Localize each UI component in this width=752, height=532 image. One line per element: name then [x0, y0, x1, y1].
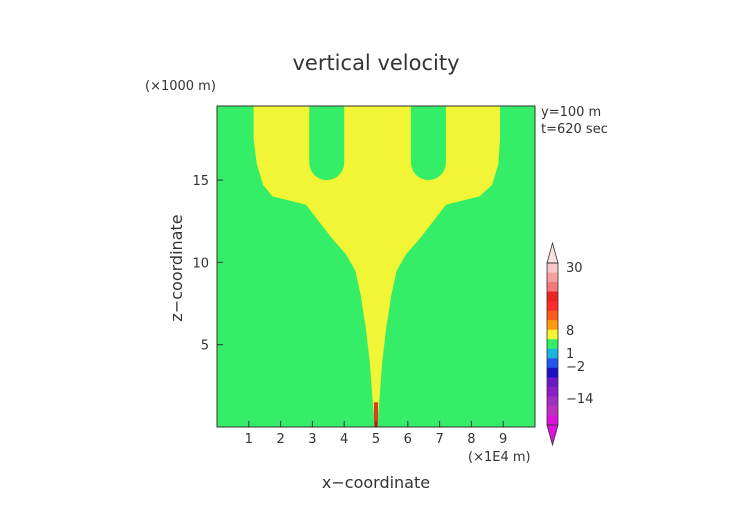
colorbar-band — [547, 348, 558, 359]
x-axis-ticks: 1 2 3 4 5 6 7 8 9 — [245, 421, 507, 447]
y-axis-ticks: 5 10 15 — [192, 174, 223, 354]
colorbar-band — [547, 396, 558, 407]
plot-area — [216, 105, 536, 428]
x-axis-label: x−coordinate — [322, 473, 430, 492]
colorbar-band — [547, 282, 558, 292]
x-tick-label: 3 — [308, 432, 316, 447]
colorbar-band — [547, 329, 558, 340]
x-tick-label: 5 — [372, 432, 380, 447]
colorbar-band — [547, 339, 558, 350]
colorbar-label: 8 — [566, 324, 574, 339]
colorbar-band — [547, 272, 558, 283]
plume-core — [374, 402, 378, 427]
x-tick-label: 8 — [467, 432, 475, 447]
colorbar-frame — [546, 262, 559, 426]
colorbar-label: −14 — [566, 392, 593, 407]
colorbar-label: 1 — [566, 347, 574, 362]
colorbar-label: −2 — [566, 360, 585, 375]
colorbar: 30 8 1−2 −14 — [546, 241, 593, 447]
x-tick-label: 6 — [404, 432, 412, 447]
colorbar-bottom-arrow — [546, 424, 559, 447]
y-tick-label: 5 — [201, 339, 209, 354]
chart-title: vertical velocity — [292, 51, 459, 75]
y-unit-label: (×1000 m) — [145, 79, 216, 94]
colorbar-label: 30 — [566, 261, 583, 276]
colorbar-band — [547, 367, 558, 378]
time-annotation: t=620 sec — [541, 122, 608, 137]
y-axis-label: z−coordinate — [167, 214, 186, 321]
y-tick-label: 15 — [192, 174, 209, 189]
colorbar-band — [547, 263, 558, 273]
colorbar-band — [547, 405, 558, 416]
colorbar-band — [547, 320, 558, 331]
x-unit-label: (×1E4 m) — [468, 450, 531, 465]
x-tick-label: 7 — [435, 432, 443, 447]
y-annotation: y=100 m — [541, 105, 601, 120]
x-tick-label: 9 — [499, 432, 507, 447]
colorbar-band — [547, 358, 558, 369]
colorbar-top-arrow — [546, 241, 559, 264]
colorbar-band — [547, 386, 558, 397]
x-tick-label: 1 — [245, 432, 253, 447]
plume-region — [253, 106, 501, 427]
x-tick-label: 4 — [340, 432, 348, 447]
colorbar-band — [547, 415, 558, 426]
y-tick-label: 10 — [192, 256, 209, 271]
colorbar-band — [547, 310, 558, 321]
colorbar-band — [547, 301, 558, 312]
colorbar-band — [547, 291, 558, 302]
colorbar-band — [547, 377, 558, 388]
x-tick-label: 2 — [276, 432, 284, 447]
